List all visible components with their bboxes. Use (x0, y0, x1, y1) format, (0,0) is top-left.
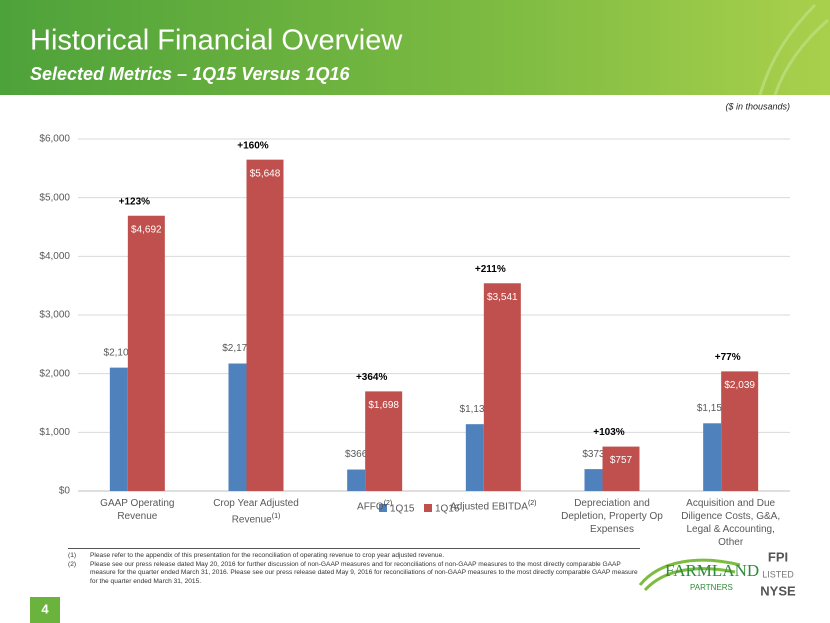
change-label: +364% (356, 372, 388, 383)
value-label: $2,039 (724, 380, 755, 391)
y-tick-label: $5,000 (39, 192, 70, 203)
bar (365, 391, 403, 491)
category-text: AFFO (357, 501, 384, 513)
logo-name: FARMLAND (665, 561, 759, 580)
category-note: (1) (271, 513, 281, 520)
bar (703, 423, 722, 491)
bar (465, 424, 484, 491)
units-note: ($ in thousands) (725, 101, 790, 111)
footnote-marker: (1) (68, 552, 77, 559)
x-tick-label: GAAP Operating Revenue (81, 497, 193, 523)
logo-sub: PARTNERS (690, 583, 733, 592)
header-ornament (758, 3, 829, 96)
category-text: Depreciation and Depletion, Property Op … (561, 498, 663, 535)
y-tick-label: $4,000 (39, 251, 70, 262)
bar (228, 363, 247, 491)
value-label: $1,139 (460, 404, 491, 415)
change-label: +77% (715, 352, 741, 363)
bar (483, 283, 521, 491)
footnote-marker: (2) (68, 560, 77, 568)
value-label: $2,103 (104, 347, 135, 358)
slide-subtitle: Selected Metrics – 1Q15 Versus 1Q16 (30, 64, 351, 84)
logo-ticker: FPI (768, 549, 788, 564)
y-tick-label: $6,000 (39, 134, 70, 145)
category-note: (2) (383, 500, 393, 507)
category-text: Crop Year Adjusted Revenue (213, 498, 299, 526)
category-text: Acquisition and Due Diligence Costs, G&A… (681, 498, 781, 548)
legend-swatch (379, 504, 387, 512)
x-tick-label: Adjusted EBITDA(2) (437, 497, 549, 513)
value-label: $2,173 (222, 343, 253, 354)
value-label: $373 (582, 449, 605, 460)
value-label: $757 (610, 455, 633, 466)
bar (584, 469, 603, 491)
value-label: $1,154 (697, 403, 728, 414)
value-label: $5,648 (250, 168, 281, 179)
x-tick-label: AFFO(2) (319, 497, 431, 513)
slide-title: Historical Financial Overview (30, 25, 403, 57)
page-number: 4 (41, 601, 49, 616)
change-label: +211% (475, 264, 506, 275)
footnote: (2) Please see our press release dated Ma… (68, 561, 640, 587)
x-tick-label: Acquisition and Due Diligence Costs, G&A… (675, 497, 787, 549)
change-label: +103% (593, 427, 625, 438)
footnote-text: Please refer to the appendix of this pre… (90, 552, 445, 559)
logo-listed: LISTED (762, 569, 794, 579)
logo-exchange: NYSE (760, 583, 796, 598)
y-tick-label: $1,000 (39, 427, 70, 438)
value-label: $366 (345, 449, 368, 460)
footnote-text: Please see our press release dated May 2… (90, 560, 638, 585)
legend-swatch (424, 504, 432, 512)
legend-label: 1Q15 (390, 504, 415, 515)
category-text: GAAP Operating Revenue (100, 498, 175, 522)
x-tick-label: Crop Year Adjusted Revenue(1) (200, 497, 312, 526)
header-band (0, 0, 830, 95)
page-number-box (30, 597, 60, 623)
change-label: +123% (119, 196, 151, 207)
category-text: Adjusted EBITDA (450, 501, 528, 513)
bar (602, 446, 640, 491)
footnotes: (1) Please refer to the appendix of this … (68, 548, 640, 586)
value-label: $3,541 (487, 292, 518, 303)
value-label: $1,698 (368, 400, 399, 411)
bar (347, 469, 366, 491)
value-label: $4,692 (131, 224, 162, 235)
bar (246, 159, 284, 491)
bar (721, 371, 759, 491)
x-tick-label: Depreciation and Depletion, Property Op … (556, 497, 668, 536)
y-tick-label: $0 (59, 486, 71, 497)
logo-mark (638, 558, 741, 592)
change-label: +160% (237, 140, 269, 151)
y-tick-label: $3,000 (39, 310, 70, 321)
legend-label: 1Q16 (435, 504, 460, 515)
footnote: (1) Please refer to the appendix of this … (68, 552, 640, 561)
category-note: (2) (527, 500, 537, 507)
bar (109, 367, 128, 491)
y-tick-label: $2,000 (39, 368, 70, 379)
bar (127, 215, 165, 491)
